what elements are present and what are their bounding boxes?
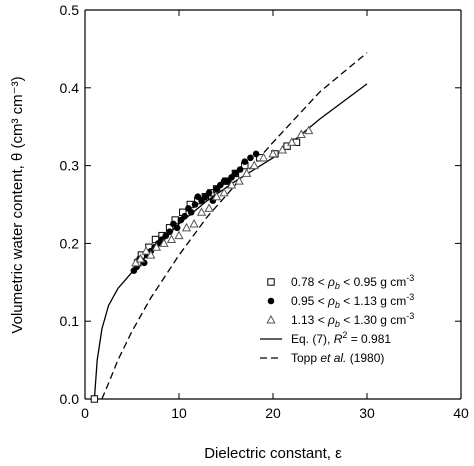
legend-label: 1.13 < ρb < 1.30 g cm-3: [291, 311, 414, 329]
y-tick-label: 0.3: [60, 158, 80, 174]
axes: [84, 9, 462, 400]
legend-label: 0.78 < ρb < 0.95 g cm-3: [291, 273, 414, 291]
data-point: [304, 125, 314, 135]
data-point: [219, 187, 229, 197]
data-point: [187, 208, 195, 216]
data-point: [277, 144, 288, 154]
data-point: [226, 180, 237, 189]
legend-marker: [267, 297, 275, 305]
data-point: [252, 150, 260, 158]
data-point: [205, 189, 213, 197]
data-points: [90, 125, 314, 403]
data-point: [166, 234, 177, 244]
data-point: [191, 201, 199, 208]
data-point: [151, 242, 162, 251]
x-tick-label: 30: [359, 405, 375, 421]
legend-label: Eq. (7), R2 = 0.981: [291, 330, 391, 346]
data-point: [249, 160, 259, 170]
data-point: [247, 154, 254, 162]
data-point: [159, 238, 169, 247]
data-point: [90, 395, 99, 403]
data-point: [196, 207, 207, 216]
legend-label: 0.95 < ρb < 1.13 g cm-3: [291, 292, 414, 310]
y-tick-label: 0.4: [60, 80, 80, 96]
y-tick-label: 0.0: [60, 391, 80, 407]
data-point: [166, 228, 173, 236]
data-point: [234, 176, 244, 185]
data-point: [241, 158, 249, 166]
data-point: [296, 129, 306, 138]
data-point: [211, 191, 222, 201]
y-tick-label: 0.2: [60, 235, 80, 251]
data-point: [268, 148, 278, 158]
data-point: [232, 170, 239, 177]
legend-label: Topp et al. (1980): [291, 351, 384, 365]
data-point: [141, 246, 151, 255]
data-point: [189, 218, 199, 228]
curves: [93, 52, 368, 400]
legend: 0.78 < ρb < 0.95 g cm-30.95 < ρb < 1.13 …: [260, 273, 414, 365]
x-tick-label: 20: [265, 405, 281, 421]
data-point: [173, 224, 181, 232]
y-tick-label: 0.5: [60, 2, 80, 18]
y-tick-label: 0.1: [60, 313, 80, 329]
data-point: [236, 166, 244, 173]
ticks: 0 10 20 30 40 0.0 0.1 0.2 0.3 0.4 0.5: [60, 2, 469, 421]
data-point: [174, 230, 184, 240]
data-point: [242, 168, 252, 177]
data-point: [146, 250, 156, 259]
data-point: [258, 152, 269, 162]
x-tick-label: 0: [81, 405, 89, 421]
x-tick-label: 10: [171, 405, 187, 421]
data-point: [181, 212, 188, 220]
topp-curve: [101, 52, 368, 400]
data-point: [181, 222, 192, 232]
data-point: [204, 203, 214, 212]
legend-marker: [266, 314, 276, 324]
y-axis-title: Volumetric water content, θ (cm³ cm⁻³): [9, 76, 26, 333]
data-point: [283, 142, 291, 150]
data-point: [135, 253, 146, 263]
x-tick-label: 40: [453, 405, 469, 421]
data-point: [287, 137, 297, 146]
x-axis-title: Dielectric constant, ε: [204, 445, 342, 462]
legend-marker: [267, 278, 275, 286]
